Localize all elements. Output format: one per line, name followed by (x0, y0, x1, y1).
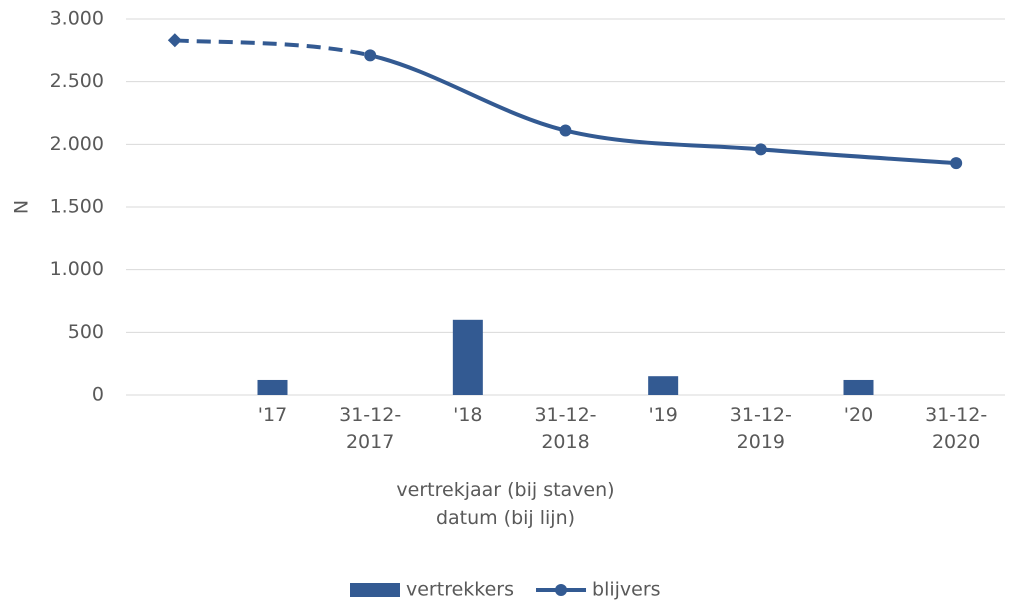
line-marker (364, 49, 377, 62)
bar (257, 379, 288, 395)
y-tick-label: 1.500 (50, 196, 104, 218)
y-tick-label: 2.500 (50, 70, 104, 92)
x-tick-label: '18 (453, 404, 483, 426)
legend-label: blijvers (592, 579, 661, 601)
y-tick-label: 0 (92, 384, 104, 406)
line-marker (950, 157, 963, 170)
legend-swatch (350, 583, 400, 597)
line (369, 53, 957, 166)
bar (648, 376, 679, 395)
y-tick-label: 3.000 (50, 8, 104, 30)
x-tick-label: 31-12-2018 (534, 404, 597, 453)
y-tick-label: 1.000 (50, 258, 104, 280)
x-tick-label: '20 (843, 404, 874, 426)
x-axis-label: datum (bij lijn) (435, 507, 576, 529)
line-marker (754, 143, 767, 156)
legend-swatch (555, 584, 568, 596)
x-tick-label: 31-12-2019 (729, 404, 792, 453)
y-tick-label: 2.000 (50, 133, 104, 155)
bar (452, 319, 483, 395)
x-tick-label: '19 (648, 404, 678, 426)
bar (843, 379, 874, 395)
x-tick-label: '17 (257, 404, 288, 426)
x-tick-label: 31-12-2017 (339, 404, 402, 453)
line-dashed (174, 38, 371, 58)
y-tick-label: 500 (68, 321, 104, 343)
x-axis-label: vertrekjaar (bij staven) (396, 479, 615, 501)
x-tick-label: 31-12-2020 (925, 404, 988, 453)
line-marker (559, 124, 572, 137)
y-axis-label: N (11, 200, 33, 214)
legend-label: vertrekkers (406, 579, 514, 601)
line-marker (167, 33, 182, 48)
